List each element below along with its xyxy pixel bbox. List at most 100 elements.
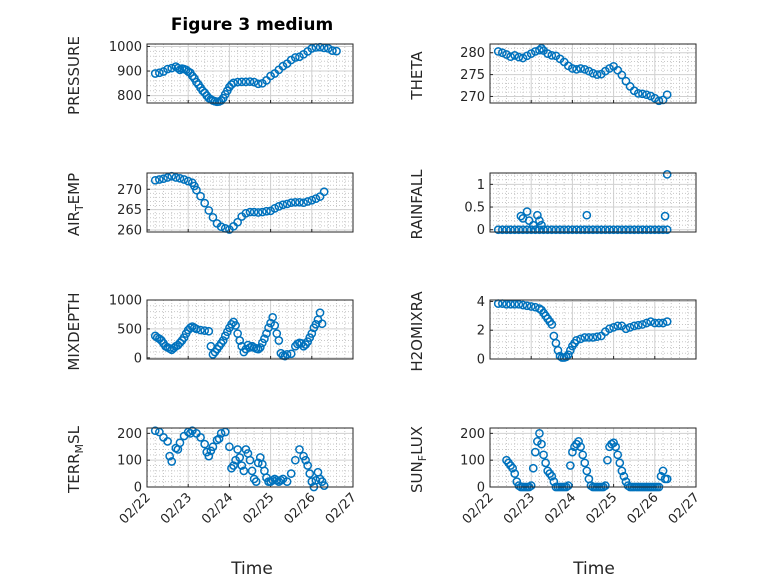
- x-axis-label-left: Time: [230, 559, 273, 579]
- axes-frame: [146, 299, 354, 360]
- data-point: [543, 49, 553, 58]
- y-tick-label: 0: [477, 223, 485, 238]
- y-tick-label: 800: [117, 89, 142, 104]
- x-tick-label: 02/22: [117, 490, 154, 527]
- data-point: [580, 333, 590, 342]
- data-point: [229, 461, 238, 470]
- data-point: [216, 222, 226, 232]
- data-point: [625, 322, 635, 332]
- data-point: [286, 198, 296, 208]
- data-point: [576, 225, 585, 235]
- data-point: [568, 225, 577, 235]
- data-point: [654, 225, 664, 235]
- data-point: [303, 461, 313, 470]
- data-point: [260, 334, 269, 344]
- data-point: [611, 442, 621, 452]
- data-point: [233, 217, 242, 227]
- data-point: [315, 308, 325, 318]
- data-point: [582, 210, 592, 220]
- data-point: [200, 439, 210, 449]
- data-point: [617, 225, 627, 235]
- data-point: [528, 463, 538, 473]
- data-point: [576, 442, 585, 452]
- data-point: [208, 350, 218, 359]
- data-point: [493, 47, 503, 56]
- data-point: [563, 350, 573, 360]
- data-point: [650, 318, 660, 328]
- data-point: [514, 225, 524, 235]
- data-point: [510, 469, 520, 478]
- data-point: [580, 458, 590, 468]
- data-point: [580, 64, 590, 74]
- data-point: [290, 455, 300, 465]
- data-point: [561, 352, 571, 362]
- subplot-pressure: 800 900 1000 PRESSURE: [65, 36, 354, 115]
- data-point: [535, 429, 544, 438]
- data-point: [621, 324, 631, 334]
- data-point: [502, 299, 511, 309]
- data-point: [262, 329, 271, 338]
- data-point: [192, 324, 201, 334]
- data-point: [613, 321, 623, 331]
- data-point: [245, 77, 255, 86]
- data-point: [159, 174, 168, 184]
- data-point: [173, 63, 183, 73]
- data-point: [305, 469, 315, 478]
- data-point: [547, 471, 557, 481]
- x-tick-label: 02/27: [323, 490, 360, 527]
- x-tick-label: 02/22: [460, 490, 497, 527]
- data-point: [592, 225, 602, 235]
- data-point: [150, 426, 160, 436]
- data-point: [311, 194, 321, 203]
- data-point: [584, 66, 594, 76]
- data-point: [241, 208, 251, 218]
- data-point: [547, 51, 557, 60]
- data-point: [617, 70, 627, 80]
- axes-frame: [146, 43, 354, 104]
- data-point: [204, 451, 214, 461]
- y-tick-label: 275: [460, 68, 485, 83]
- subplot-rainfall: 0 0.5 1 RAINFALL: [408, 169, 697, 239]
- x-tick-label: 02/25: [583, 490, 620, 527]
- data-point: [660, 211, 670, 221]
- data-point: [658, 225, 668, 235]
- data-point: [307, 477, 317, 486]
- subplot-sun_flux: 0 100 200 02/22 02/23 02/24 02/25 02/26 02/27 SUN…: [408, 426, 703, 527]
- data-point: [311, 475, 321, 485]
- data-point: [621, 225, 631, 235]
- data-point: [638, 89, 647, 99]
- y-axis-label: H2OMIXRA: [408, 291, 426, 372]
- data-point: [200, 198, 210, 208]
- data-point: [231, 321, 240, 330]
- data-point: [625, 225, 635, 235]
- subplot-mixdepth: 0 500 1000 MIXDEPTH: [65, 292, 354, 371]
- data-point: [514, 52, 524, 62]
- data-point: [580, 225, 590, 235]
- data-point: [163, 173, 172, 182]
- data-point: [603, 455, 612, 465]
- subplot-theta: 270 275 280 THETA: [408, 43, 697, 106]
- data-point: [183, 176, 193, 186]
- data-point: [563, 481, 573, 491]
- data-point: [319, 187, 329, 197]
- data-point: [175, 173, 185, 183]
- data-point: [498, 48, 507, 58]
- data-point: [196, 191, 205, 201]
- data-point: [502, 50, 511, 59]
- data-point: [235, 453, 245, 462]
- data-point: [192, 77, 201, 87]
- data-point: [301, 455, 310, 465]
- data-point: [547, 225, 557, 235]
- y-tick-label: 0: [477, 481, 485, 496]
- y-axis-label: THETA: [408, 51, 426, 101]
- data-point: [190, 181, 199, 191]
- x-tick-label: 02/26: [625, 490, 662, 527]
- data-point: [307, 329, 317, 338]
- data-point: [317, 319, 327, 329]
- data-point: [539, 225, 548, 235]
- data-point: [249, 77, 259, 87]
- data-point: [565, 346, 575, 355]
- data-point: [621, 76, 631, 86]
- data-point: [609, 225, 618, 235]
- data-point: [282, 350, 292, 359]
